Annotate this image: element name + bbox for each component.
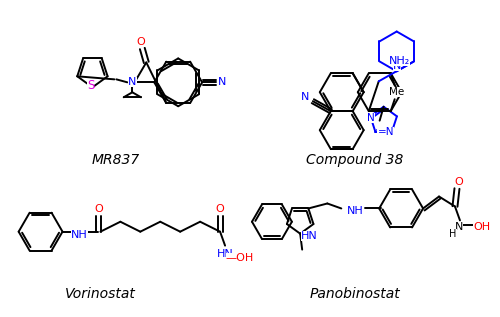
Text: HN: HN bbox=[216, 249, 234, 259]
Text: Me: Me bbox=[389, 87, 404, 97]
Text: N: N bbox=[300, 92, 309, 102]
Text: Me: Me bbox=[389, 87, 404, 97]
Text: NH₂: NH₂ bbox=[388, 56, 410, 66]
Text: Vorinostat: Vorinostat bbox=[65, 288, 136, 301]
Text: NH: NH bbox=[347, 206, 364, 217]
Text: O: O bbox=[454, 177, 464, 187]
Text: Compound 38: Compound 38 bbox=[306, 153, 404, 167]
Text: Panobinostat: Panobinostat bbox=[310, 288, 400, 301]
Text: S: S bbox=[87, 79, 94, 92]
Text: N: N bbox=[392, 61, 401, 71]
Text: H: H bbox=[450, 229, 456, 239]
Text: O: O bbox=[94, 204, 103, 214]
Text: —OH: —OH bbox=[226, 253, 254, 262]
Text: O: O bbox=[136, 36, 144, 47]
Text: N: N bbox=[455, 222, 463, 232]
Text: N: N bbox=[368, 113, 375, 123]
Text: MR837: MR837 bbox=[91, 153, 140, 167]
Text: =N: =N bbox=[378, 127, 394, 137]
Text: N: N bbox=[128, 77, 136, 87]
Text: HN: HN bbox=[301, 231, 318, 241]
Text: O: O bbox=[216, 204, 224, 214]
Text: NH: NH bbox=[71, 230, 88, 240]
Text: N: N bbox=[218, 77, 226, 87]
Text: OH: OH bbox=[474, 222, 490, 232]
